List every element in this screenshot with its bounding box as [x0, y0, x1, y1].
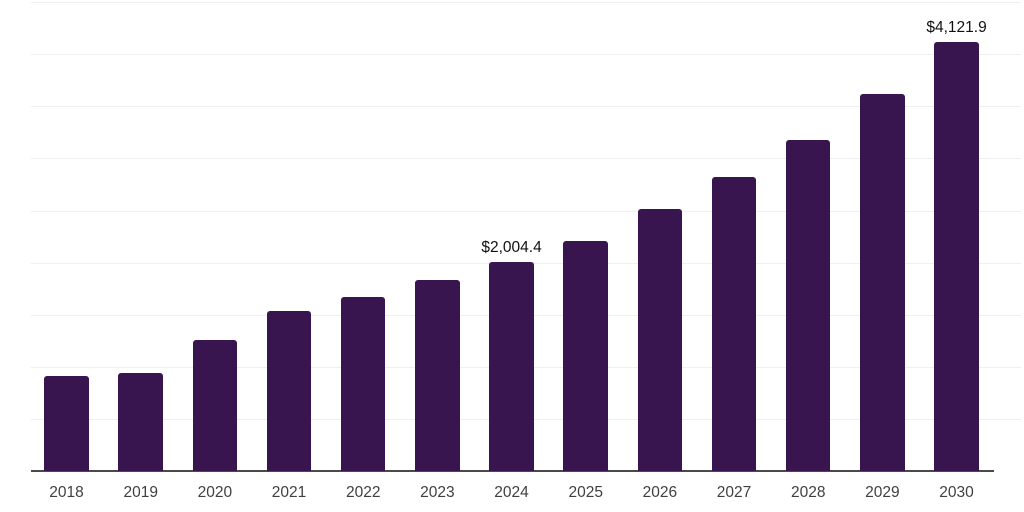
- bar-2024: [489, 262, 534, 471]
- x-tick-label-2028: 2028: [790, 483, 826, 501]
- x-tick-label-2022: 2022: [345, 483, 381, 501]
- value-label-2024: $2,004.4: [481, 239, 542, 257]
- x-tick-label-2025: 2025: [568, 483, 603, 501]
- bar-2023: [415, 280, 460, 471]
- x-tick-label-2019: 2019: [123, 483, 158, 501]
- gridline-4000: [31, 54, 1021, 56]
- x-tick-label-2023: 2023: [420, 483, 455, 501]
- x-tick-label-2029: 2029: [865, 483, 900, 501]
- x-tick-label-2030: 2030: [939, 483, 974, 501]
- bar-2019: [118, 372, 163, 471]
- x-tick-label-2018: 2018: [49, 483, 84, 501]
- value-label-2030: $4,121.9: [926, 18, 987, 36]
- bar-2021: [266, 311, 312, 471]
- x-tick-label-2024: 2024: [494, 483, 529, 501]
- x-tick-label-2026: 2026: [642, 483, 678, 501]
- bar-2025: [563, 240, 608, 471]
- gridline-4500: [31, 2, 1021, 4]
- bar-2028: [785, 139, 831, 471]
- bar-2027: [711, 177, 757, 471]
- x-tick-label-2027: 2027: [716, 483, 752, 501]
- bar-2029: [860, 93, 905, 471]
- bar-2018: [44, 376, 89, 471]
- x-axis-line: [31, 470, 994, 472]
- bar-2026: [637, 209, 683, 471]
- bar-2030: [934, 41, 979, 471]
- bar-2020: [192, 339, 238, 471]
- x-tick-label-2021: 2021: [271, 483, 307, 501]
- x-tick-label-2020: 2020: [197, 483, 233, 501]
- bar-2022: [340, 296, 386, 471]
